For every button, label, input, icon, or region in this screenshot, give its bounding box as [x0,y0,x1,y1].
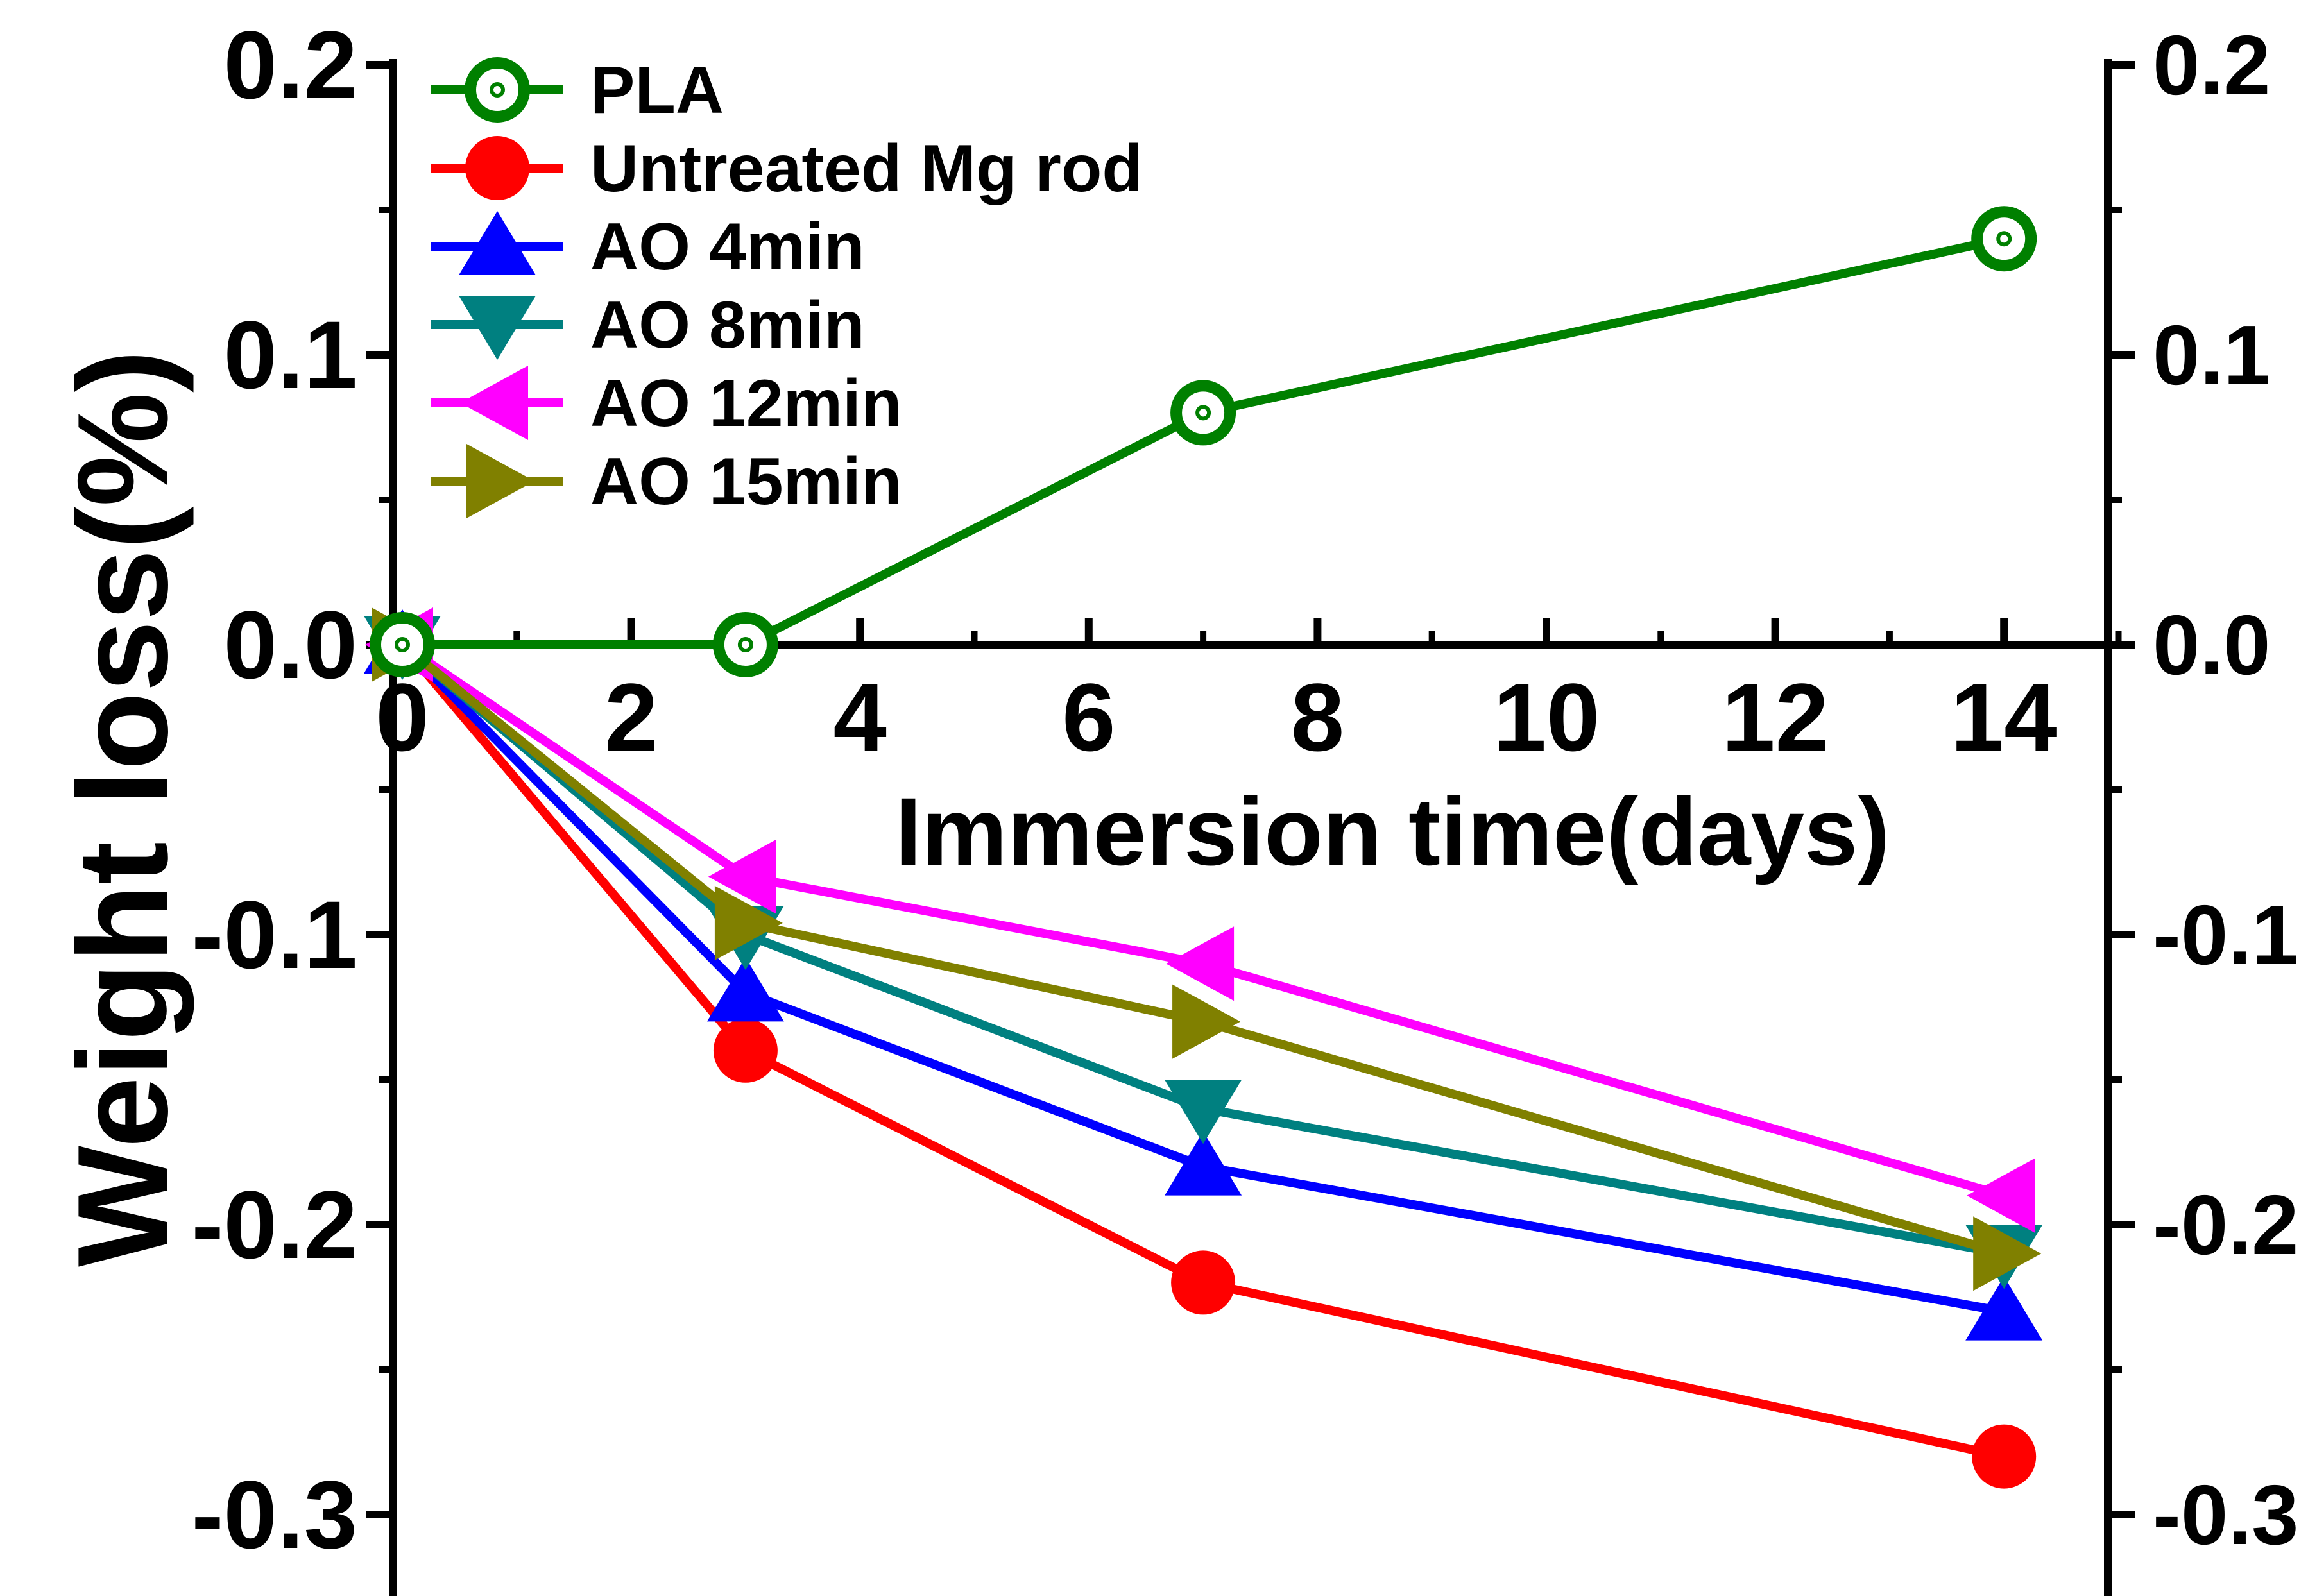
x-tick-label: 8 [1291,663,1344,771]
data-point-ao-15min [714,885,783,960]
axes: 0.2 0.1 0.0 -0.1 -0.2 -0.3 0.2 0.1 0.0 -0.1 -0.2 -0… [192,11,2298,1596]
data-point-ao-15min [1973,1216,2042,1291]
y-axis-title: Weight loss(%) [51,350,194,1267]
legend-label: AO 15min [590,445,902,519]
legend-item-ao-15min: AO 15min [431,444,902,519]
left-y-tick-label: -0.1 [192,881,357,989]
legend-marker [465,57,530,123]
legend-marker [460,366,528,440]
legend-item-pla: PLA [431,53,724,128]
x-tick-label: 4 [833,663,886,771]
right-y-tick-label: 0.0 [2153,598,2271,692]
data-point-ao-12min [1166,926,1235,1001]
data-point-untreated-mg-rod [713,1018,778,1083]
legend-label: PLA [590,53,724,128]
data-point-pla [1170,380,1236,446]
data-point-ao-4min [1165,1131,1242,1196]
legend-item-ao-4min: AO 4min [431,210,865,284]
left-y-tick-label: 0.2 [223,11,357,119]
left-y-tick-label: 0.0 [223,591,357,699]
marker-dot [1195,405,1211,421]
data-point-ao-4min [1965,1276,2043,1341]
legend-label: Untreated Mg rod [590,132,1143,206]
x-tick-label: 2 [604,663,658,771]
x-axis-title: Immersion time(days) [895,777,1890,885]
x-tick-label: 10 [1493,663,1600,771]
series-line-ao-4min [399,641,2005,1316]
data-point-untreated-mg-rod [1171,1250,1236,1315]
marker-dot [395,637,410,652]
legend-marker [459,211,536,275]
legend-item-untreated-mg-rod: Untreated Mg rod [431,132,1143,206]
x-tick-label: 14 [1951,663,2058,771]
legend-marker [459,296,536,360]
legend-label: AO 12min [590,366,902,441]
legend-label: AO 4min [590,210,865,284]
series-ao-4min [364,609,2043,1341]
legend-label: AO 8min [590,288,865,362]
right-y-tick-label: 0.1 [2153,308,2271,402]
left-y-tick-label: 0.1 [223,301,357,409]
data-point-ao-12min [1967,1158,2035,1233]
right-y-tick-label: -0.2 [2153,1178,2298,1272]
marker-dot [1996,231,2012,247]
right-y-tick-label: -0.3 [2153,1468,2298,1562]
series-line-ao-15min [399,641,2006,1258]
left-y-tick-label: -0.3 [192,1461,357,1568]
series-layer [364,206,2043,1489]
series-line-ao-12min [400,641,2006,1200]
data-point-ao-8min [1165,1080,1242,1144]
right-y-tick-label: 0.2 [2153,18,2271,112]
series-line-ao-8min [399,641,2005,1259]
legend-item-ao-8min: AO 8min [431,288,865,362]
data-point-ao-12min [708,839,776,914]
data-point-pla [370,612,435,677]
x-tick-label: 6 [1062,663,1115,771]
marker-dot [737,637,753,652]
right-y-tick-label: -0.1 [2153,888,2298,982]
marker-dot [490,82,505,98]
series-pla [370,206,2037,677]
data-point-untreated-mg-rod [1972,1424,2037,1489]
x-tick-label: 0 [375,663,429,771]
data-point-pla [712,612,778,677]
series-line-pla [402,234,2005,649]
legend-marker [465,136,529,200]
data-point-ao-15min [1172,984,1241,1059]
series-line-untreated-mg-rod [398,641,2005,1461]
data-point-pla [1971,206,2037,272]
data-point-ao-4min [706,957,784,1022]
left-y-tick-label: -0.2 [192,1171,357,1278]
legend-item-ao-12min: AO 12min [431,366,902,441]
legend-marker [466,444,534,518]
x-tick-label: 12 [1722,663,1829,771]
